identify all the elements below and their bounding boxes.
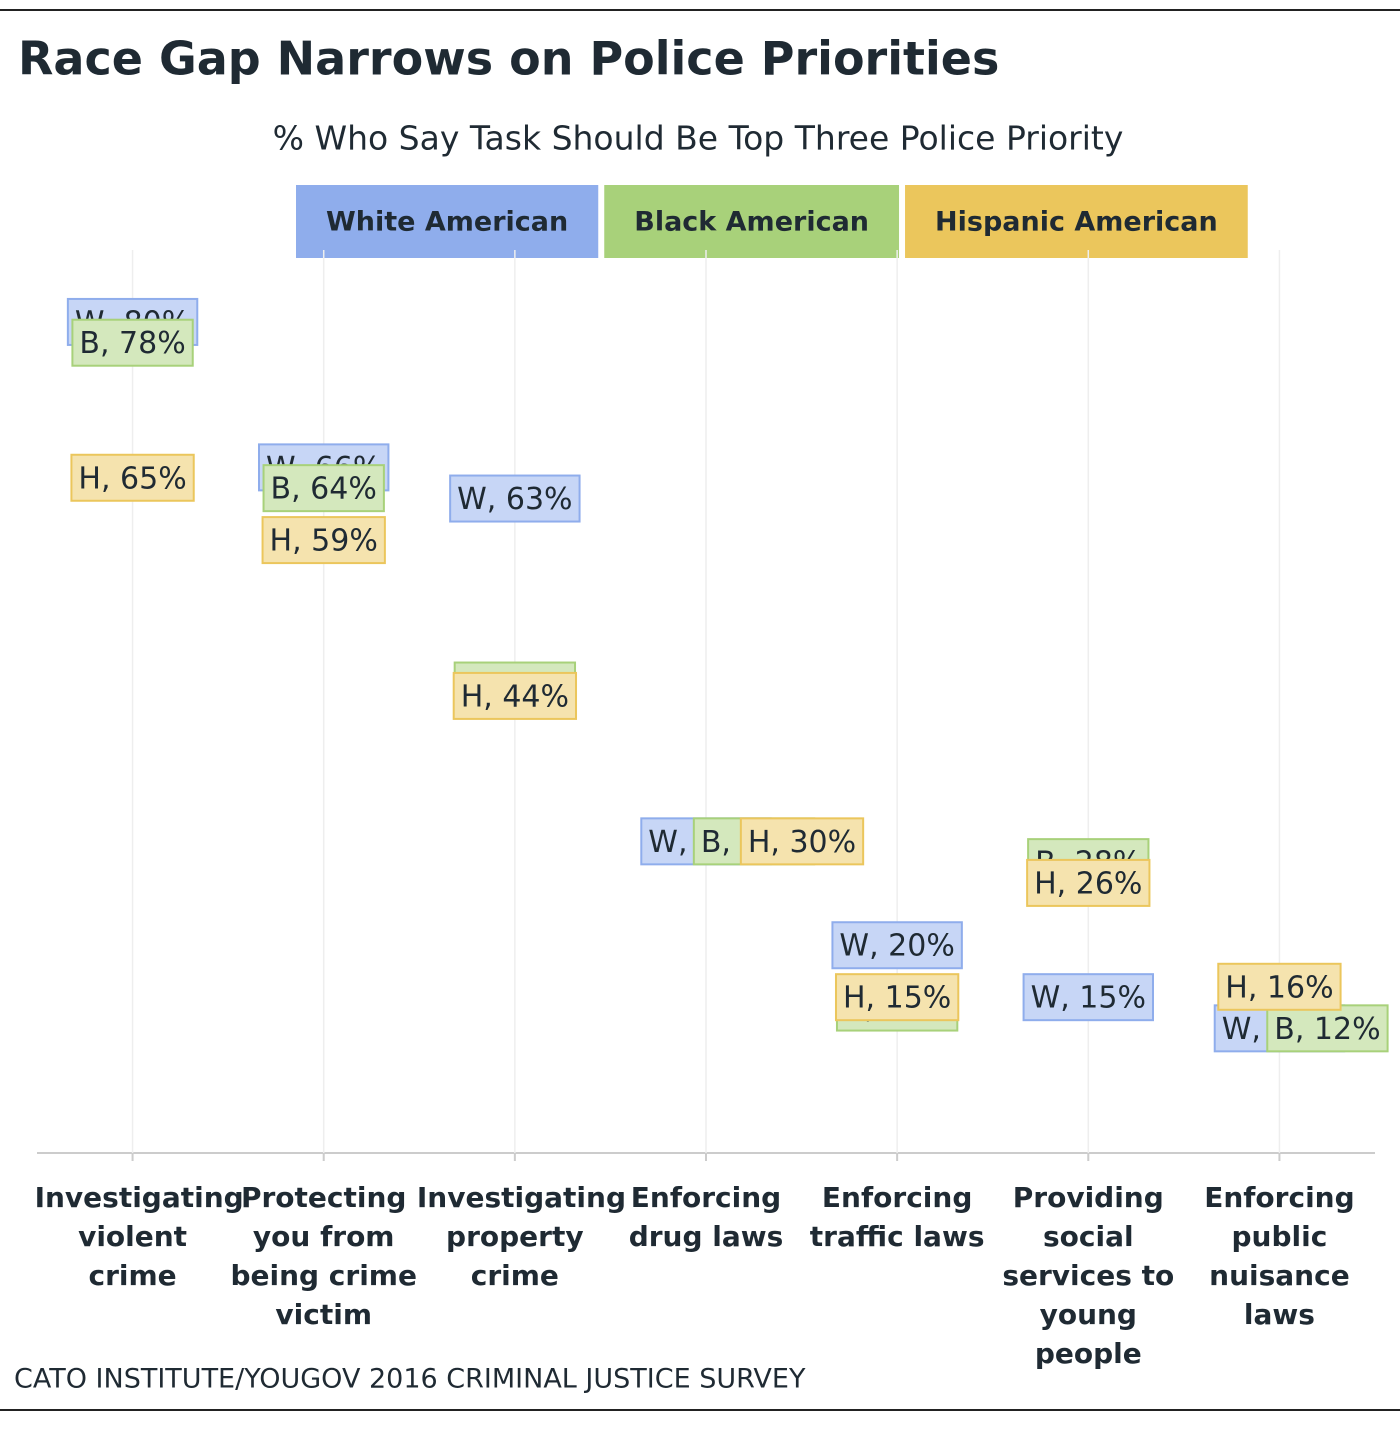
legend-swatch [905, 185, 1248, 258]
dot-label: H, 16% [1217, 962, 1342, 1011]
value-label: H, 59% [270, 524, 378, 559]
label-box [71, 318, 194, 367]
dot-label: B, 64% [262, 464, 385, 513]
chart-title: Race Gap Narrows on Police Priorities [18, 32, 999, 86]
label-box [261, 516, 386, 565]
label-box [449, 474, 581, 523]
dot-label: H, 26% [1026, 858, 1151, 907]
value-label: B, 64% [271, 472, 377, 507]
label-box [1026, 858, 1151, 907]
label-box [1022, 973, 1154, 1022]
label-box [70, 453, 195, 502]
source: CATO INSTITUTE/YOUGOV 2016 CRIMINAL JUST… [14, 1364, 806, 1395]
label-box [834, 973, 960, 1022]
x-tick-label: Investigating violent crime [34, 1181, 244, 1292]
value-label: W, 63% [457, 482, 572, 517]
x-tick-label: Enforcing traffic laws [809, 1181, 985, 1253]
dot-label: W, 15% [1022, 973, 1154, 1022]
x-tick-label: Investigating property crime [416, 1181, 626, 1292]
dot-label: B, 12% [1266, 1004, 1389, 1053]
value-label: W, 20% [839, 929, 954, 964]
value-label: H, 44% [461, 679, 569, 714]
label-box [262, 464, 385, 513]
label-box [1266, 1004, 1389, 1053]
x-tick-label: Protecting you from being crime victim [230, 1181, 417, 1331]
dot-label: B, 78% [71, 318, 194, 367]
legend-swatch [604, 185, 900, 258]
dot-label: H, 15% [834, 973, 960, 1022]
value-label: H, 16% [1225, 970, 1333, 1005]
dot-label: W, 20% [831, 921, 963, 970]
value-label: W, 15% [1031, 981, 1146, 1016]
value-label: B, 12% [1274, 1012, 1380, 1047]
dot-label: H, 44% [452, 671, 578, 720]
dot-label: H, 59% [261, 516, 386, 565]
value-label: B, 78% [79, 326, 185, 361]
label-box [739, 817, 865, 866]
label-box [1217, 962, 1342, 1011]
x-tick-label: Enforcing drug laws [628, 1181, 784, 1253]
value-label: H, 26% [1034, 866, 1142, 901]
dot-label: H, 65% [70, 453, 195, 502]
value-label: H, 15% [843, 981, 951, 1016]
dot-label: H, 30% [739, 817, 865, 866]
x-tick-label: Providing social services to young peopl… [1002, 1181, 1175, 1370]
legend-label: Hispanic American [935, 207, 1218, 238]
legend-label: White American [326, 207, 568, 238]
legend-label: Black American [634, 207, 869, 238]
legend-swatch [296, 185, 599, 258]
x-tick-label: Enforcing public nuisance laws [1204, 1181, 1355, 1331]
value-label: H, 65% [78, 461, 186, 496]
value-label: H, 30% [748, 825, 856, 860]
chart-subtitle: % Who Say Task Should Be Top Three Polic… [273, 119, 1124, 158]
label-box [452, 671, 578, 720]
label-box [831, 921, 963, 970]
dot-label: W, 63% [449, 474, 581, 523]
